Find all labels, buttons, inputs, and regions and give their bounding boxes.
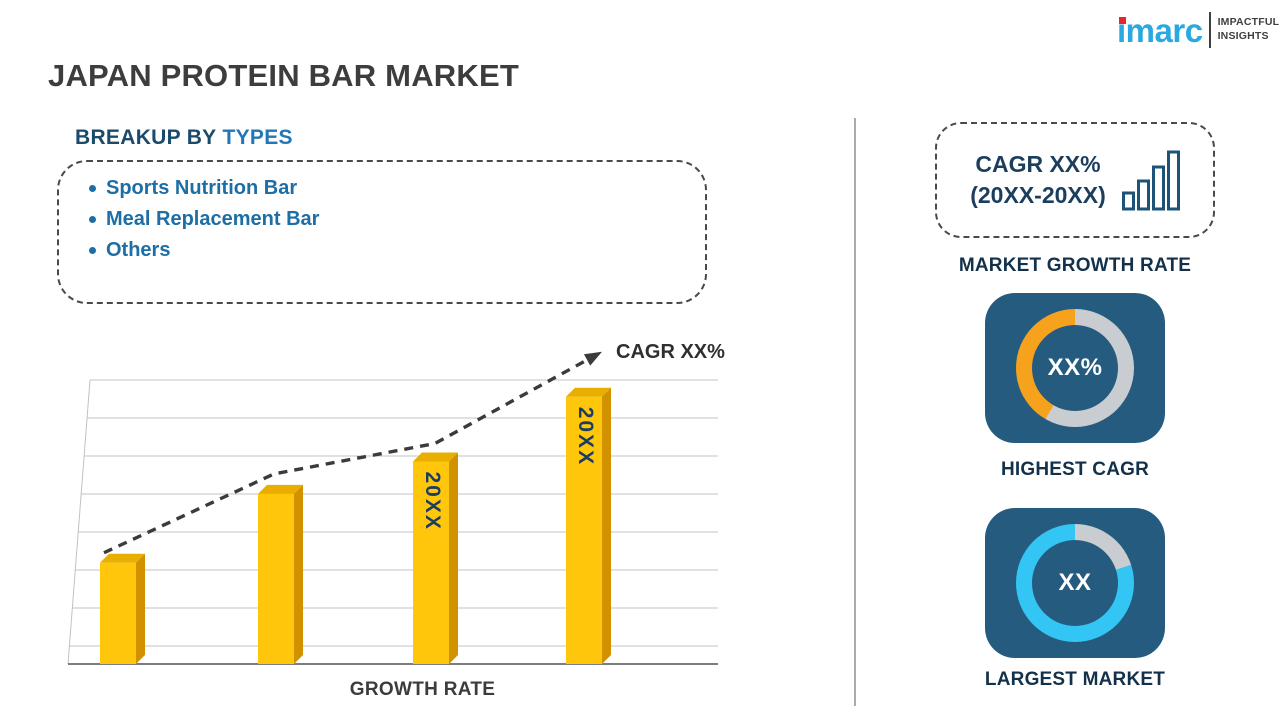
cagr-summary-text: CAGR XX% (20XX-20XX) (970, 149, 1106, 211)
page-title: JAPAN PROTEIN BAR MARKET (48, 58, 519, 93)
highest-cagr-donut: XX% (1016, 309, 1134, 427)
imarc-logo-red-dot (1119, 16, 1126, 24)
largest-market-tile: XX (985, 508, 1165, 658)
cagr-value: CAGR XX% (975, 150, 1101, 177)
list-item-label: Others (106, 239, 171, 261)
list-item-label: Meal Replacement Bar (106, 208, 320, 230)
breakup-types-box: Sports Nutrition Bar Meal Replacement Ba… (57, 160, 707, 304)
bullet-icon (89, 247, 96, 254)
imarc-logo: imarc IMPACTFUL INSIGHTS (1117, 12, 1279, 48)
cagr-summary-box: CAGR XX% (20XX-20XX) (935, 122, 1215, 238)
breakup-heading-prefix: BREAKUP BY (75, 126, 217, 149)
logo-tagline: IMPACTFUL INSIGHTS (1218, 16, 1280, 43)
cagr-period: (20XX-20XX) (970, 182, 1106, 208)
breakup-types-list: Sports Nutrition Bar Meal Replacement Ba… (89, 173, 319, 266)
bullet-icon (89, 185, 96, 192)
highest-cagr-tile: XX% (985, 293, 1165, 443)
bullet-icon (89, 216, 96, 223)
vertical-divider (854, 118, 856, 706)
list-item-label: Sports Nutrition Bar (106, 177, 298, 199)
market-growth-rate-label: MARKET GROWTH RATE (958, 255, 1192, 276)
largest-market-label: LARGEST MARKET (984, 669, 1166, 690)
highest-cagr-value: XX% (1047, 354, 1103, 381)
breakup-heading-highlight: TYPES (222, 126, 293, 149)
list-item: Meal Replacement Bar (89, 204, 319, 235)
logo-tagline-line1: IMPACTFUL (1217, 16, 1280, 29)
imarc-logo-text: imarc (1117, 11, 1203, 49)
logo-divider (1208, 12, 1211, 48)
highest-cagr-label: HIGHEST CAGR (1000, 459, 1150, 480)
largest-market-value: XX (1058, 569, 1092, 596)
imarc-logo-brand: imarc (1117, 14, 1203, 47)
logo-tagline-line2: INSIGHTS (1217, 30, 1269, 42)
breakup-heading: BREAKUP BY TYPES (75, 126, 293, 150)
list-item: Sports Nutrition Bar (89, 173, 319, 204)
largest-market-donut: XX (1016, 524, 1134, 642)
growth-bars-icon (1121, 150, 1180, 211)
list-item: Others (89, 235, 319, 266)
bar-label: 20XX (421, 472, 444, 531)
chart-x-axis-label: GROWTH RATE (349, 679, 496, 700)
cagr-trend-label: CAGR XX% (616, 341, 725, 363)
bar-label: 20XX (574, 407, 597, 466)
